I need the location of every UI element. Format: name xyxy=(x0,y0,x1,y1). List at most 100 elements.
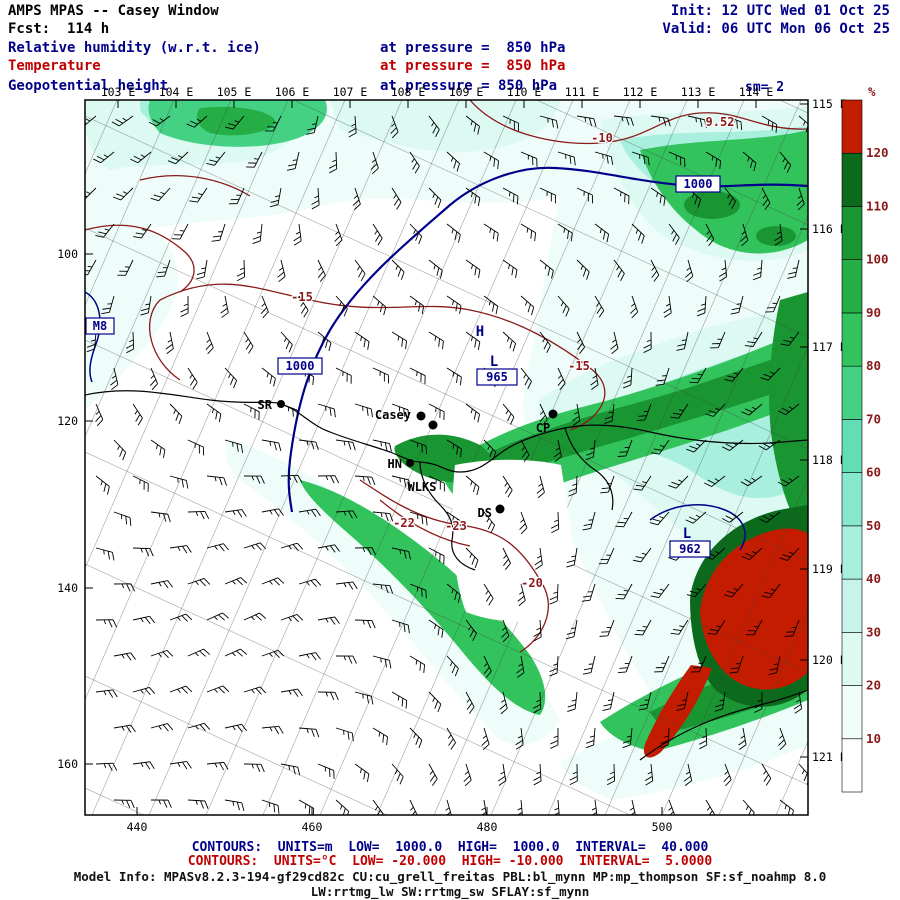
wind-barb xyxy=(372,223,383,246)
wind-barb xyxy=(317,544,340,553)
wind-barb xyxy=(631,151,650,166)
axis-label-top: 106 E xyxy=(275,85,310,99)
wind-barb xyxy=(740,475,763,487)
wind-barb xyxy=(280,403,299,419)
wind-barb xyxy=(370,151,379,175)
axis-label-top: 109 E xyxy=(449,85,484,99)
height-label-1000-b: 1000 xyxy=(286,359,315,373)
axis-label-top: 110 E xyxy=(507,85,542,99)
wind-barb xyxy=(576,187,593,204)
wind-barb xyxy=(117,259,134,276)
wind-barb xyxy=(557,223,573,242)
wind-barb xyxy=(95,619,118,628)
wind-barb xyxy=(311,187,320,210)
colorbar-tick-label: 50 xyxy=(866,518,881,533)
wind-barb xyxy=(269,187,282,208)
wind-barb xyxy=(798,763,808,785)
wind-barb xyxy=(187,648,211,657)
wind-barb xyxy=(617,655,633,674)
wind-barb xyxy=(520,151,538,167)
wind-barb xyxy=(691,655,707,673)
wind-barb xyxy=(576,115,597,127)
wind-barb xyxy=(95,403,104,427)
wind-barb xyxy=(557,367,566,391)
wind-barb xyxy=(130,151,152,164)
colorbar-segment xyxy=(841,312,863,367)
contour-labels: 1000 1000 965 962 M8 H L L -10 9.52 -15 … xyxy=(85,114,736,591)
wind-barb xyxy=(206,475,227,486)
wind-barb xyxy=(721,511,744,523)
colorbar-segment xyxy=(841,738,863,793)
graticule-meridian xyxy=(148,100,460,815)
valid-time: Valid: 06 UTC Mon 06 Oct 25 xyxy=(662,21,890,37)
wind-barb xyxy=(655,367,670,386)
wind-barb xyxy=(335,799,350,815)
wind-barb xyxy=(391,691,408,709)
wind-barb xyxy=(539,115,559,129)
wind-barb xyxy=(465,691,475,714)
wind-barb xyxy=(594,295,605,318)
graticule-meridian xyxy=(718,608,808,815)
field-3-level: at pressure = 850 hPa xyxy=(380,78,558,94)
graticule-parallel xyxy=(85,339,808,674)
wind-barb xyxy=(428,475,445,492)
wind-barb xyxy=(589,799,598,815)
graticule-meridian xyxy=(262,100,574,815)
wind-barb xyxy=(798,115,808,136)
wind-barb xyxy=(111,115,134,127)
axis-label-bottom: 460 xyxy=(302,820,323,834)
wind-barb xyxy=(372,367,389,384)
wind-barb xyxy=(465,259,481,278)
graticule-meridian xyxy=(91,100,403,815)
wind-barb xyxy=(206,612,230,621)
wind-barb xyxy=(515,727,524,750)
wind-barb xyxy=(723,583,744,598)
wind-barb xyxy=(428,187,442,209)
wind-barb xyxy=(113,799,135,809)
wind-barb xyxy=(463,763,472,787)
axis-label-left: 100 xyxy=(57,247,78,261)
colorbar-segment xyxy=(841,206,863,260)
wind-barb xyxy=(520,367,532,389)
wind-barb xyxy=(443,799,453,815)
wind-barb xyxy=(557,151,576,166)
wind-barb xyxy=(206,685,230,694)
wind-barb xyxy=(95,689,118,698)
wind-barb xyxy=(317,259,326,283)
wind-barb xyxy=(742,799,755,815)
model-info-line-1: Model Info: MPASv8.2.3-194-gf29cd82c CU:… xyxy=(73,869,827,884)
wind-barb xyxy=(446,295,462,314)
wind-barb xyxy=(101,295,115,315)
colorbar-tick-label: 80 xyxy=(866,358,881,373)
wind-barb xyxy=(501,619,510,643)
wind-barb xyxy=(298,652,321,661)
graticule-meridian xyxy=(661,477,808,815)
wind-barb xyxy=(686,583,707,598)
graticule-meridian xyxy=(205,100,517,815)
wind-barb xyxy=(224,799,245,811)
wind-barb xyxy=(220,295,229,318)
axis-label-top: 103 E xyxy=(101,85,136,99)
wind-barb xyxy=(615,511,633,528)
wind-barb xyxy=(428,331,444,350)
wind-barb xyxy=(236,259,245,282)
temp-label-m15-a: -15 xyxy=(291,290,313,304)
colorbar-segment xyxy=(841,472,863,527)
high-mark: H xyxy=(476,324,484,340)
wind-barb xyxy=(317,331,332,352)
wind-barb xyxy=(446,511,462,530)
axis-labels: 103 E 104 E 105 E 106 E 107 E 108 E 109 E 110 E… xyxy=(57,85,846,834)
wind-barb xyxy=(446,583,461,603)
wind-barb xyxy=(550,727,559,749)
axis-label-top: 105 E xyxy=(217,85,252,99)
wind-barb xyxy=(714,691,726,712)
wind-barb xyxy=(582,655,596,675)
wind-barb xyxy=(632,547,652,563)
wind-barb xyxy=(354,547,377,556)
wind-barb xyxy=(171,223,189,240)
wind-barb xyxy=(298,799,315,815)
wind-barb xyxy=(722,439,744,451)
wind-barb xyxy=(243,686,267,695)
wind-barb xyxy=(280,542,304,551)
